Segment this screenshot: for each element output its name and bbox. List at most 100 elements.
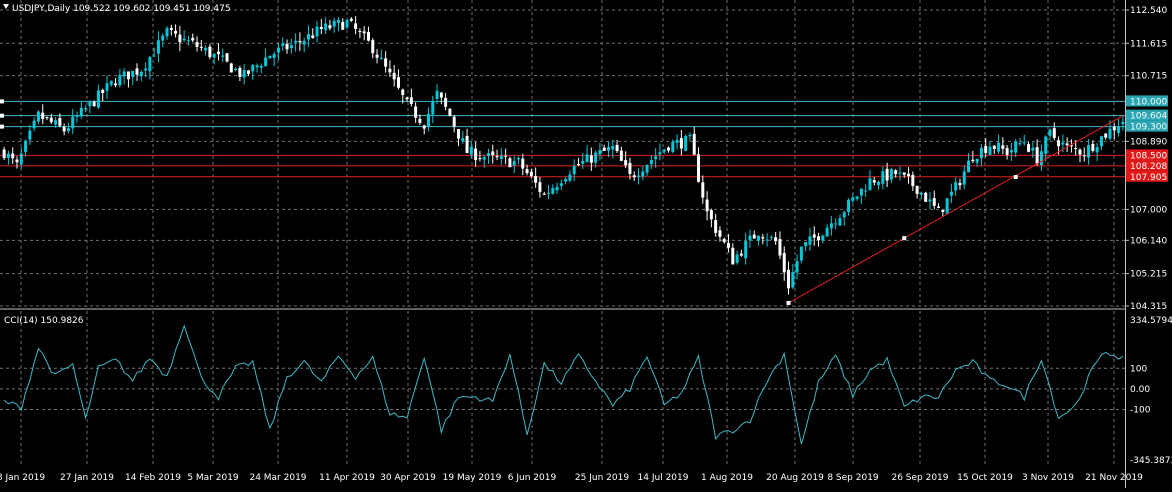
price-tick-label: 105.215 bbox=[1130, 270, 1167, 280]
candle-body bbox=[1052, 128, 1056, 139]
candle-body bbox=[911, 174, 915, 187]
candle-body bbox=[2, 149, 6, 159]
cci-tick-label: 0.00 bbox=[1130, 385, 1150, 395]
level-label-bg bbox=[1126, 149, 1168, 161]
candle-body bbox=[486, 153, 490, 157]
candle-body bbox=[401, 89, 405, 96]
candle-body bbox=[765, 239, 769, 241]
candle-body bbox=[825, 227, 829, 237]
trendline-anchor[interactable] bbox=[902, 236, 907, 241]
candle-body bbox=[572, 166, 576, 175]
candle-body bbox=[92, 101, 96, 107]
candle-body bbox=[255, 65, 259, 68]
candle-body bbox=[242, 69, 246, 78]
candle-body bbox=[551, 187, 555, 194]
candle-body bbox=[1018, 143, 1022, 145]
candle-body bbox=[439, 92, 443, 98]
trendline-anchor[interactable] bbox=[786, 300, 791, 305]
candle-body bbox=[872, 180, 876, 183]
candle-body bbox=[594, 152, 598, 163]
candle-body bbox=[229, 63, 233, 73]
cci-tick-label: 100 bbox=[1130, 364, 1147, 374]
candle-body bbox=[461, 138, 465, 141]
candle-body bbox=[478, 158, 482, 160]
candle-body bbox=[41, 112, 45, 120]
level-handle[interactable] bbox=[0, 99, 4, 104]
candle-body bbox=[285, 43, 289, 50]
candle-body bbox=[88, 101, 92, 107]
candle-body bbox=[731, 247, 735, 265]
candle-body bbox=[276, 47, 280, 53]
candle-body bbox=[311, 35, 315, 38]
candle-body bbox=[727, 243, 731, 248]
x-tick-label: 11 Apr 2019 bbox=[319, 473, 375, 483]
x-tick-label: 15 Oct 2019 bbox=[957, 473, 1013, 483]
candle-body bbox=[332, 20, 336, 27]
candle-body bbox=[212, 53, 216, 58]
candle-body bbox=[662, 149, 666, 152]
candle-body bbox=[889, 169, 893, 180]
candle-body bbox=[19, 153, 23, 165]
candle-body bbox=[409, 97, 413, 104]
candle-body bbox=[174, 30, 178, 34]
candle-body bbox=[641, 171, 645, 177]
price-tick-label: 112.540 bbox=[1130, 6, 1167, 16]
candle-body bbox=[881, 171, 885, 184]
price-tick-label: 110.715 bbox=[1130, 72, 1167, 82]
candle-body bbox=[169, 27, 173, 30]
candle-body bbox=[559, 183, 563, 187]
candle-body bbox=[829, 223, 833, 229]
candle-body bbox=[79, 107, 83, 117]
candle-body bbox=[474, 148, 478, 161]
candle-body bbox=[418, 118, 422, 124]
candle-body bbox=[131, 70, 135, 77]
candle-body bbox=[54, 120, 58, 125]
candle-body bbox=[757, 235, 761, 241]
candle-body bbox=[799, 246, 803, 261]
candle-body bbox=[855, 196, 859, 199]
candle-body bbox=[182, 38, 186, 41]
candle-body bbox=[122, 71, 126, 77]
candle-body bbox=[324, 23, 328, 31]
candle-body bbox=[1057, 140, 1061, 147]
candle-body bbox=[345, 19, 349, 28]
candle-body bbox=[979, 147, 983, 159]
candle-body bbox=[842, 212, 846, 218]
candle-body bbox=[1069, 145, 1073, 147]
candle-body bbox=[804, 242, 808, 247]
x-tick-label: 5 Mar 2019 bbox=[187, 473, 239, 483]
trendline-anchor[interactable] bbox=[1013, 174, 1018, 179]
candle-body bbox=[1087, 145, 1091, 158]
candle-body bbox=[508, 158, 512, 168]
level-handle[interactable] bbox=[0, 113, 4, 118]
candle-body bbox=[688, 134, 692, 137]
x-tick-label: 8 Sep 2019 bbox=[827, 473, 879, 483]
x-tick-label: 8 Jan 2019 bbox=[0, 473, 45, 483]
candle-body bbox=[697, 154, 701, 182]
candle-body bbox=[118, 74, 122, 86]
candle-body bbox=[774, 237, 778, 242]
candle-body bbox=[787, 269, 791, 289]
candle-body bbox=[649, 159, 653, 165]
trendline[interactable] bbox=[788, 115, 1124, 304]
dropdown-triangle-icon[interactable] bbox=[3, 4, 9, 9]
candle-body bbox=[62, 126, 66, 132]
candle-body bbox=[714, 220, 718, 233]
candle-body bbox=[1104, 133, 1108, 138]
x-tick-label: 3 Nov 2019 bbox=[1022, 473, 1074, 483]
price-tick-label: 107.000 bbox=[1130, 205, 1167, 215]
level-handle[interactable] bbox=[0, 124, 4, 129]
candle-body bbox=[1074, 147, 1078, 149]
candle-body bbox=[718, 230, 722, 237]
x-tick-label: 26 Sep 2019 bbox=[891, 473, 948, 483]
candle-body bbox=[336, 19, 340, 23]
candle-body bbox=[49, 117, 53, 123]
candle-body bbox=[101, 89, 105, 93]
x-tick-label: 14 Jul 2019 bbox=[638, 473, 689, 483]
candle-body bbox=[375, 54, 379, 58]
candle-body bbox=[139, 71, 143, 77]
candle-body bbox=[268, 55, 272, 59]
level-label: 109.604 bbox=[1130, 112, 1167, 122]
